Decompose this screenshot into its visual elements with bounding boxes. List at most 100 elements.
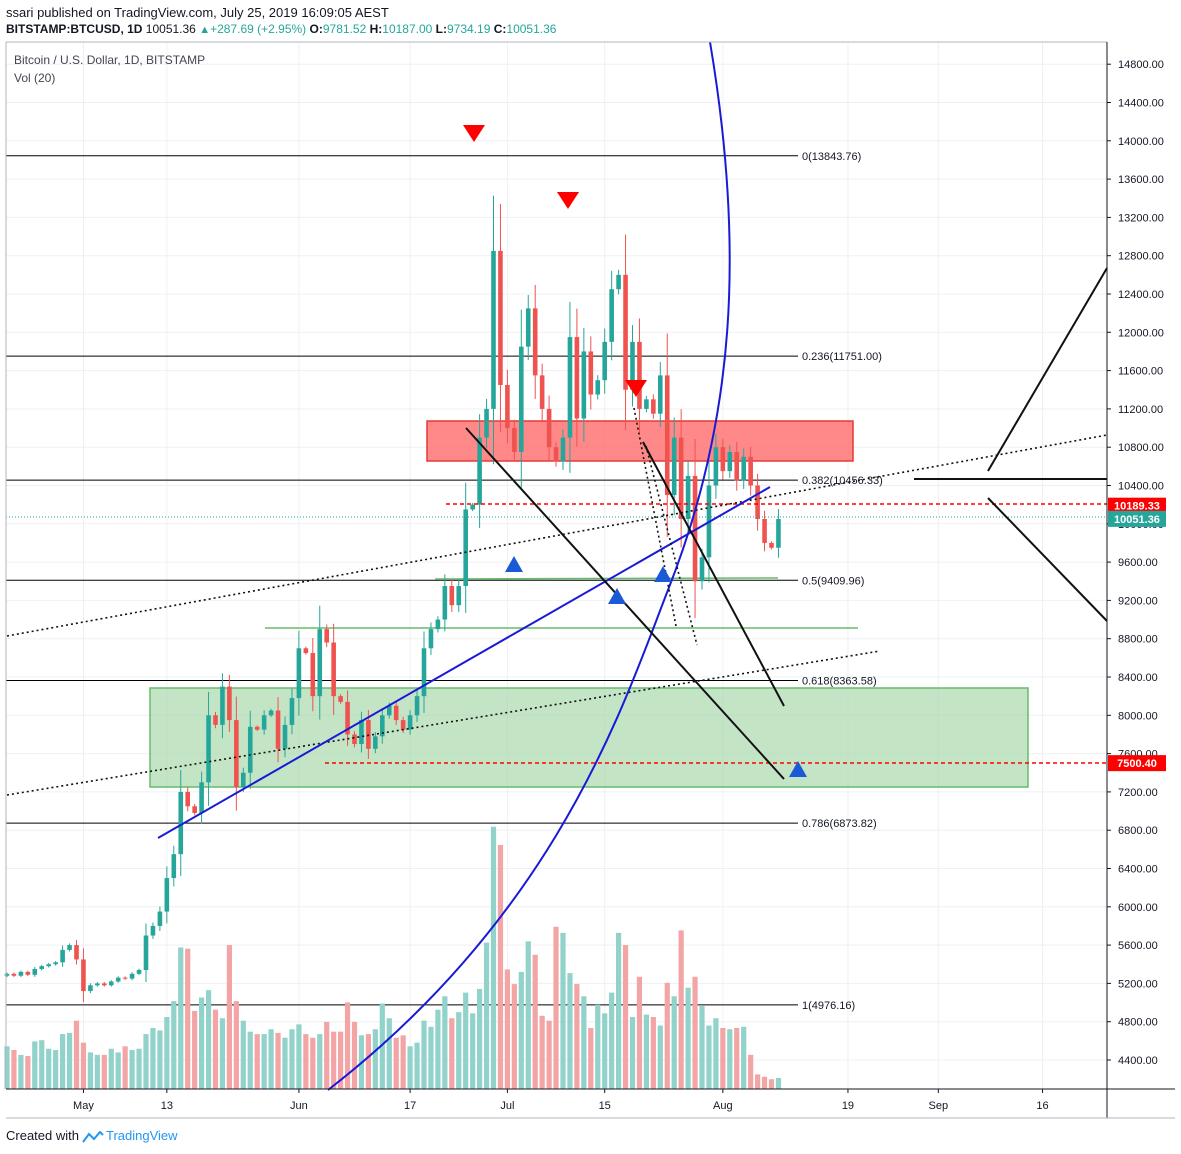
volume-bar xyxy=(456,1012,462,1089)
dotted-channel-1[interactable] xyxy=(633,407,677,627)
fib-label-5: 0.786(6873.82) xyxy=(802,818,877,830)
pivot-high-marker-2[interactable] xyxy=(557,192,579,209)
candle-body xyxy=(442,586,448,620)
volume-bar xyxy=(233,1001,239,1089)
volume-bar xyxy=(136,1048,142,1089)
candle-body xyxy=(560,437,566,462)
candle-body xyxy=(25,971,31,975)
volume-bar xyxy=(178,947,184,1089)
chart-legend: Bitcoin / U.S. Dollar, 1D, BITSTAMP Vol … xyxy=(14,53,205,85)
fib-label-1: 0.236(11751.00) xyxy=(802,351,882,363)
volume-bar xyxy=(4,1046,10,1089)
blue-arc[interactable] xyxy=(327,41,731,1091)
candle-body xyxy=(546,408,552,448)
volume-bar xyxy=(692,976,698,1089)
candle-body xyxy=(386,705,392,716)
candle-body xyxy=(331,642,336,697)
candle-body xyxy=(393,705,399,721)
candle-body xyxy=(407,715,413,730)
y-tick-label-9: 8000.00 xyxy=(1118,710,1158,722)
volume-bar xyxy=(192,1010,198,1089)
pivot-high-marker-1[interactable] xyxy=(463,125,485,142)
dotted-channel-2[interactable] xyxy=(645,445,698,646)
volume-bar xyxy=(372,1029,378,1089)
candle-body xyxy=(651,399,656,414)
candle-body xyxy=(477,437,482,505)
candle-body xyxy=(227,686,232,721)
volume-bar xyxy=(46,1048,52,1089)
pivot-high-marker-3[interactable] xyxy=(625,380,647,397)
candle-body xyxy=(338,696,343,702)
support-zone[interactable] xyxy=(149,687,1029,788)
projection-down[interactable] xyxy=(987,497,1108,622)
dotted-trendline-upper[interactable] xyxy=(6,434,1108,637)
black-channel-line-2[interactable] xyxy=(642,441,785,707)
candle-body xyxy=(247,726,253,773)
candle-body xyxy=(129,973,135,979)
volume-bar xyxy=(567,973,573,1089)
pivot-low-marker-3[interactable] xyxy=(654,566,672,582)
volume-bar xyxy=(706,1025,712,1089)
symbol[interactable]: BITSTAMP:BTCUSD xyxy=(6,22,121,36)
interval[interactable]: 1D xyxy=(127,22,143,36)
projection-up[interactable] xyxy=(987,267,1108,472)
y-tick-label-22: 13200.00 xyxy=(1118,212,1164,224)
candle-body xyxy=(741,456,746,481)
volume-bar xyxy=(595,1004,601,1089)
candle-body xyxy=(553,447,559,462)
resistance-zone[interactable] xyxy=(426,420,854,462)
tradingview-brand[interactable]: TradingView xyxy=(105,1128,178,1143)
volume-bar xyxy=(553,926,559,1089)
candle-body xyxy=(755,485,760,520)
candle-body xyxy=(234,720,239,788)
pivot-low-marker-2[interactable] xyxy=(608,588,626,604)
volume-bars xyxy=(4,826,782,1089)
volume-bar xyxy=(414,1042,420,1089)
volume-bar xyxy=(344,1002,351,1089)
candle-body xyxy=(373,736,378,749)
candle-body xyxy=(720,447,726,472)
candle-body xyxy=(727,451,733,472)
green-level-upper[interactable] xyxy=(434,577,779,580)
candle-body xyxy=(588,351,594,395)
candle-body xyxy=(400,720,406,730)
volume-bar xyxy=(150,1028,156,1089)
candle-body xyxy=(53,962,58,965)
y-tick-label-3: 5600.00 xyxy=(1118,940,1158,952)
volume-bar xyxy=(609,992,615,1089)
candle-body xyxy=(532,308,538,376)
candle-body xyxy=(268,710,274,716)
volume-bar xyxy=(171,1001,177,1089)
target-marker[interactable] xyxy=(789,761,807,777)
candle-body xyxy=(282,724,288,749)
blue-trendline[interactable] xyxy=(157,486,771,839)
candle-body xyxy=(4,973,10,976)
y-tick-label-2: 5200.00 xyxy=(1118,978,1158,990)
candle-body xyxy=(74,945,79,960)
drawings xyxy=(6,41,1108,1091)
volume-bar xyxy=(636,976,643,1089)
last-price: 10051.36 xyxy=(145,22,196,36)
volume-bar xyxy=(449,1018,455,1089)
volume-bar xyxy=(80,1042,87,1089)
price-chart[interactable]: 0(13843.76) 0.236(11751.00) 0.382(10456.33… xyxy=(0,38,1181,1123)
volume-bar xyxy=(18,1054,24,1089)
volume-bar xyxy=(66,1032,73,1089)
volume-bar xyxy=(199,997,205,1089)
volume-bar xyxy=(324,1021,330,1089)
close-label: C: xyxy=(493,22,507,36)
x-tick-label-8: Sep xyxy=(929,1100,949,1112)
pivot-low-marker-1[interactable] xyxy=(505,556,523,572)
candle-body xyxy=(616,274,621,290)
author-name: ssari xyxy=(6,5,34,20)
candle-body xyxy=(734,451,740,481)
candle-body xyxy=(122,977,128,979)
candle-body xyxy=(567,337,573,438)
volume-bar xyxy=(94,1054,100,1089)
x-tick-label-0: May xyxy=(73,1100,94,1112)
candle-body xyxy=(324,629,329,643)
volume-bar xyxy=(581,996,587,1089)
volume-bar xyxy=(748,1054,754,1089)
volume-bar xyxy=(657,1025,663,1089)
y-tick-label-13: 9600.00 xyxy=(1118,557,1158,569)
